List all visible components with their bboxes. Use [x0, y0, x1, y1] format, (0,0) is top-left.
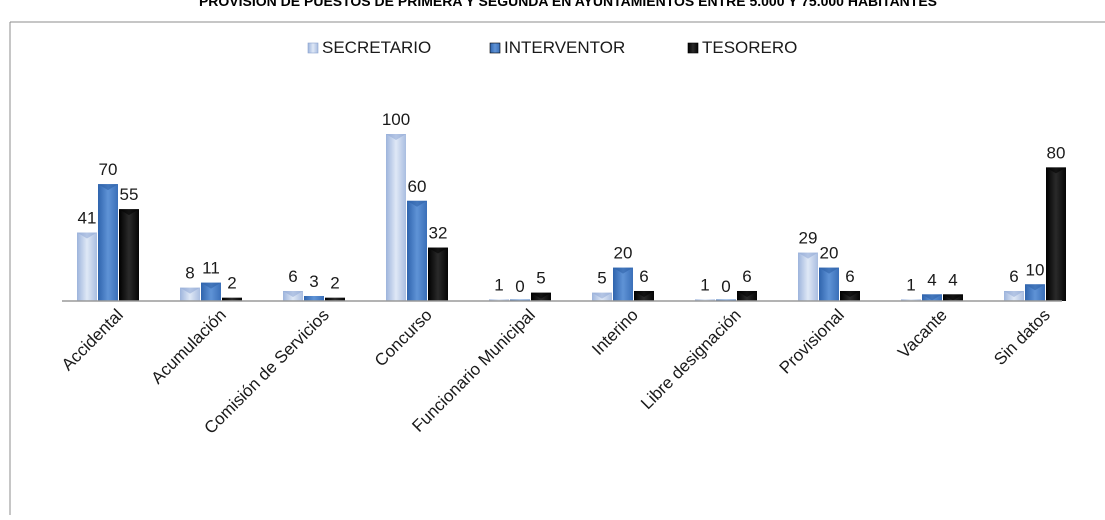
value-label-interventor-3: 60	[408, 177, 427, 196]
value-label-tesorero-7: 6	[845, 267, 854, 286]
legend: SECRETARIO INTERVENTOR TESORERO	[307, 38, 797, 57]
bar-secretario-6	[695, 299, 715, 301]
bar-cap-tesorero-3	[428, 247, 448, 254]
value-label-tesorero-3: 32	[429, 224, 448, 243]
bar-interventor-1	[201, 282, 221, 301]
bar-cap-interventor-0	[98, 184, 118, 191]
bar-cap-interventor-5	[613, 267, 633, 274]
bar-cap-tesorero-7	[840, 290, 860, 297]
value-label-secretario-9: 6	[1009, 267, 1018, 286]
category-label-8: Vacante	[894, 305, 951, 362]
legend-swatch-interventor	[489, 42, 501, 54]
category-label-0: Accidental	[58, 305, 127, 374]
category-label-5: Interino	[588, 305, 642, 359]
value-label-interventor-2: 3	[309, 272, 318, 291]
bar-interventor-7	[819, 267, 839, 301]
bar-cap-tesorero-9	[1046, 167, 1066, 174]
value-label-secretario-4: 1	[494, 275, 503, 294]
value-label-secretario-1: 8	[185, 264, 194, 283]
bar-interventor-9	[1025, 284, 1045, 301]
value-label-secretario-7: 29	[799, 229, 818, 248]
bar-cap-tesorero-4	[531, 292, 551, 299]
bar-interventor-2	[304, 295, 324, 301]
bar-tesorero-0	[119, 209, 139, 301]
value-label-tesorero-0: 55	[120, 185, 139, 204]
bar-cap-secretario-1	[180, 287, 200, 294]
bar-cap-secretario-5	[592, 292, 612, 299]
value-label-interventor-5: 20	[614, 244, 633, 263]
value-label-tesorero-4: 5	[536, 269, 545, 288]
legend-swatch-secretario	[307, 42, 319, 54]
bar-cap-secretario-3	[386, 134, 406, 140]
value-label-interventor-6: 0	[721, 277, 730, 296]
legend-label-secretario: SECRETARIO	[322, 38, 431, 57]
bar-interventor-5	[613, 267, 633, 301]
value-label-secretario-8: 1	[906, 275, 915, 294]
value-label-tesorero-9: 80	[1047, 143, 1066, 162]
value-label-tesorero-5: 6	[639, 267, 648, 286]
bar-cap-tesorero-0	[119, 209, 139, 216]
category-label-7: Provisional	[776, 305, 848, 377]
value-label-tesorero-6: 6	[742, 267, 751, 286]
category-label-9: Sin datos	[990, 305, 1054, 369]
chart-title: PROVISIÓN DE PUESTOS DE PRIMERA Y SEGUND…	[199, 0, 937, 9]
category-label-1: Acumulación	[148, 305, 230, 387]
value-label-secretario-6: 1	[700, 275, 709, 294]
bar-cap-interventor-1	[201, 282, 221, 289]
value-label-tesorero-1: 2	[227, 274, 236, 293]
bar-tesorero-1	[222, 297, 242, 301]
bar-secretario-8	[901, 299, 921, 301]
bar-cap-tesorero-6	[737, 290, 757, 297]
bar-cap-interventor-9	[1025, 284, 1045, 291]
bar-cap-secretario-7	[798, 252, 818, 259]
value-label-tesorero-8: 4	[948, 270, 957, 289]
legend-label-interventor: INTERVENTOR	[504, 38, 625, 57]
bar-interventor-3	[407, 200, 427, 301]
value-label-interventor-9: 10	[1026, 260, 1045, 279]
value-label-interventor-1: 11	[202, 259, 220, 278]
category-label-3: Concurso	[371, 305, 436, 370]
value-label-interventor-0: 70	[99, 160, 118, 179]
value-label-interventor-4: 0	[515, 277, 524, 296]
bar-cap-tesorero-8	[943, 294, 963, 301]
value-label-tesorero-2: 2	[330, 274, 339, 293]
value-label-secretario-3: 100	[382, 110, 410, 129]
bar-tesorero-3	[428, 247, 448, 301]
value-label-secretario-0: 41	[78, 209, 97, 228]
bar-cap-secretario-0	[77, 232, 97, 239]
bar-secretario-4	[489, 299, 509, 301]
value-label-interventor-7: 20	[820, 244, 839, 263]
bar-tesorero-9	[1046, 167, 1066, 301]
bar-secretario-1	[180, 287, 200, 301]
legend-label-tesorero: TESORERO	[702, 38, 797, 57]
value-label-interventor-8: 4	[927, 270, 936, 289]
legend-swatch-tesorero	[687, 42, 699, 54]
bar-cap-interventor-8	[922, 294, 942, 301]
value-label-secretario-5: 5	[597, 269, 606, 288]
value-label-secretario-2: 6	[288, 267, 297, 286]
bar-secretario-7	[798, 252, 818, 301]
bar-tesorero-2	[325, 297, 345, 301]
bar-cap-secretario-9	[1004, 290, 1024, 297]
bar-secretario-3	[386, 134, 406, 301]
bar-cap-tesorero-5	[634, 290, 654, 297]
bars	[77, 134, 1066, 301]
bar-cap-secretario-2	[283, 290, 303, 297]
bar-cap-interventor-3	[407, 200, 427, 207]
category-label-6: Libre designación	[637, 305, 745, 413]
bar-interventor-0	[98, 184, 118, 301]
bar-secretario-0	[77, 232, 97, 301]
bar-cap-interventor-7	[819, 267, 839, 274]
